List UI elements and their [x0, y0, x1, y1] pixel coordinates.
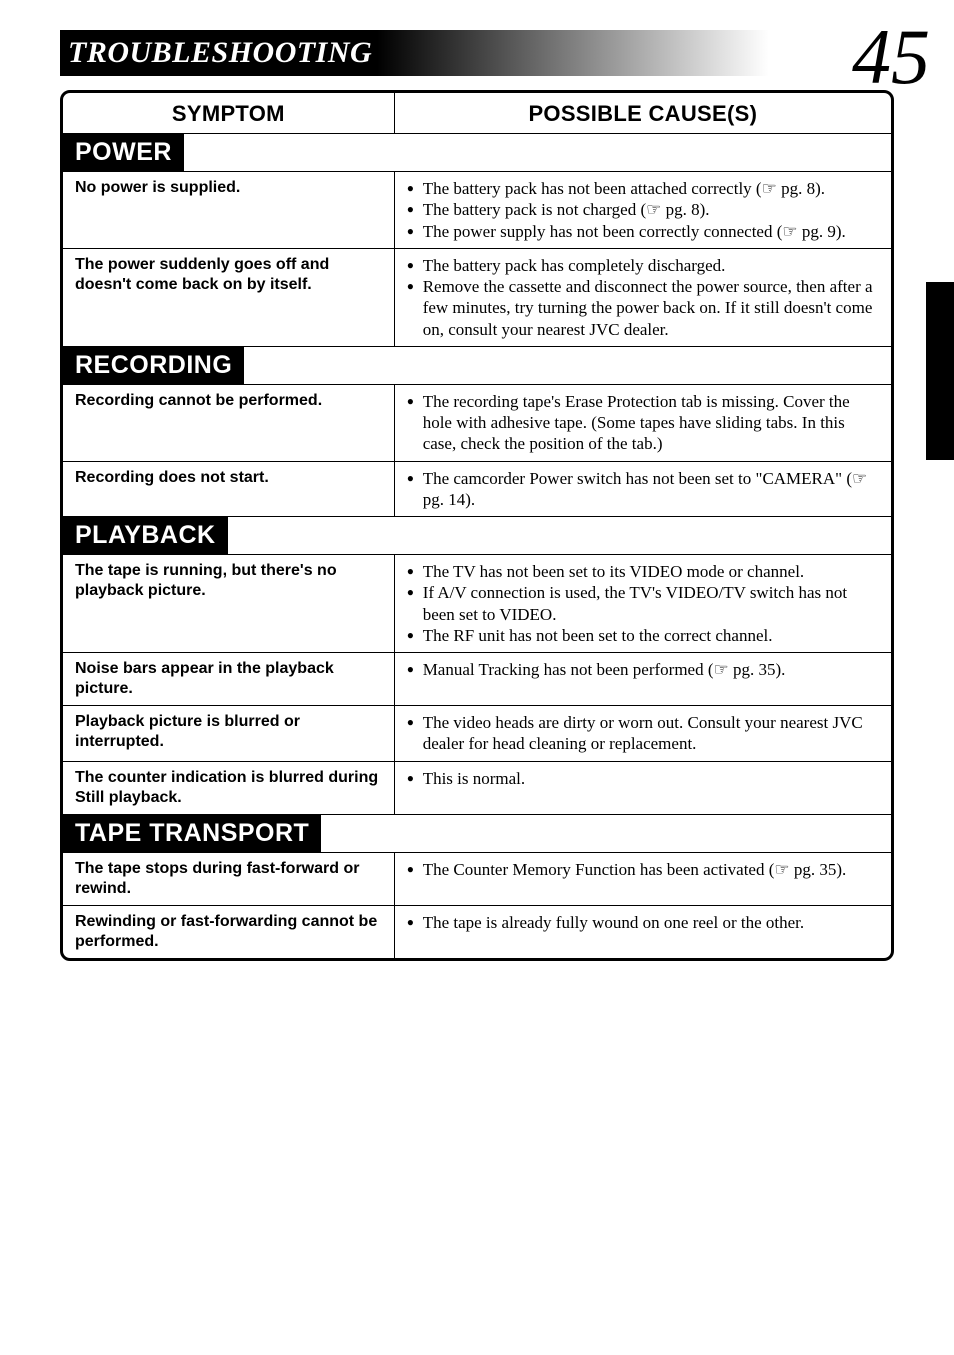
cause-list: The Counter Memory Function has been act…: [407, 859, 881, 880]
table-row: Recording does not start. The camcorder P…: [63, 461, 891, 517]
section-cell: RECORDING: [63, 346, 891, 384]
page-number: 45: [852, 12, 930, 102]
cause-list: The battery pack has not been attached c…: [407, 178, 881, 242]
cause-item: The camcorder Power switch has not been …: [407, 468, 881, 511]
section-label: PLAYBACK: [63, 517, 228, 554]
cause-cell: This is normal.: [394, 761, 891, 814]
header-cause: POSSIBLE CAUSE(S): [394, 93, 891, 134]
cause-list: The TV has not been set to its VIDEO mod…: [407, 561, 881, 646]
symptom-cell: Recording cannot be performed.: [63, 384, 394, 461]
page-container: TROUBLESHOOTING 45 SYMPTOM POSSIBLE CAUS…: [0, 0, 954, 991]
symptom-cell: The tape stops during fast-forward or re…: [63, 852, 394, 905]
cause-item: The battery pack is not charged (☞ pg. 8…: [407, 199, 881, 220]
cause-item: The Counter Memory Function has been act…: [407, 859, 881, 880]
table-row: The power suddenly goes off and doesn't …: [63, 248, 891, 346]
side-tab: [926, 282, 954, 460]
table-row: Recording cannot be performed.The record…: [63, 384, 891, 461]
section-row: RECORDING: [63, 346, 891, 384]
troubleshooting-table: SYMPTOM POSSIBLE CAUSE(S) POWERNo power …: [63, 93, 891, 958]
cause-item: The tape is already fully wound on one r…: [407, 912, 881, 933]
table-row: Playback picture is blurred or interrupt…: [63, 706, 891, 762]
cause-cell: The Counter Memory Function has been act…: [394, 852, 891, 905]
cause-cell: The TV has not been set to its VIDEO mod…: [394, 555, 891, 653]
cause-list: The recording tape's Erase Protection ta…: [407, 391, 881, 455]
cause-list: The battery pack has completely discharg…: [407, 255, 881, 340]
section-label: POWER: [63, 134, 184, 171]
symptom-cell: The counter indication is blurred during…: [63, 761, 394, 814]
cause-list: The camcorder Power switch has not been …: [407, 468, 881, 511]
cause-item: Manual Tracking has not been performed (…: [407, 659, 881, 680]
cause-cell: Manual Tracking has not been performed (…: [394, 653, 891, 706]
table-row: No power is supplied. The battery pack ha…: [63, 172, 891, 249]
cause-item: The power supply has not been correctly …: [407, 221, 881, 242]
symptom-cell: Playback picture is blurred or interrupt…: [63, 706, 394, 762]
section-cell: TAPE TRANSPORT: [63, 814, 891, 852]
header-symptom: SYMPTOM: [63, 93, 394, 134]
table-body: POWERNo power is supplied. The battery pa…: [63, 134, 891, 958]
table-row: The tape stops during fast-forward or re…: [63, 852, 891, 905]
cause-item: The recording tape's Erase Protection ta…: [407, 391, 881, 455]
section-cell: PLAYBACK: [63, 517, 891, 555]
cause-cell: The battery pack has not been attached c…: [394, 172, 891, 249]
symptom-cell: The tape is running, but there's no play…: [63, 555, 394, 653]
section-row: POWER: [63, 134, 891, 172]
cause-cell: The battery pack has completely discharg…: [394, 248, 891, 346]
symptom-cell: The power suddenly goes off and doesn't …: [63, 248, 394, 346]
cause-cell: The video heads are dirty or worn out. C…: [394, 706, 891, 762]
cause-list: Manual Tracking has not been performed (…: [407, 659, 881, 680]
cause-item: If A/V connection is used, the TV's VIDE…: [407, 582, 881, 625]
cause-item: The battery pack has completely discharg…: [407, 255, 881, 276]
cause-item: Remove the cassette and disconnect the p…: [407, 276, 881, 340]
cause-cell: The recording tape's Erase Protection ta…: [394, 384, 891, 461]
cause-item: This is normal.: [407, 768, 881, 789]
cause-list: The tape is already fully wound on one r…: [407, 912, 881, 933]
table-row: The tape is running, but there's no play…: [63, 555, 891, 653]
symptom-cell: No power is supplied.: [63, 172, 394, 249]
symptom-cell: Noise bars appear in the playback pictur…: [63, 653, 394, 706]
table-row: Rewinding or fast-forwarding cannot be p…: [63, 905, 891, 958]
cause-cell: The camcorder Power switch has not been …: [394, 461, 891, 517]
cause-item: The battery pack has not been attached c…: [407, 178, 881, 199]
cause-cell: The tape is already fully wound on one r…: [394, 905, 891, 958]
symptom-cell: Recording does not start.: [63, 461, 394, 517]
section-row: TAPE TRANSPORT: [63, 814, 891, 852]
table-row: Noise bars appear in the playback pictur…: [63, 653, 891, 706]
page-title: TROUBLESHOOTING: [68, 36, 372, 70]
section-label: TAPE TRANSPORT: [63, 815, 321, 852]
cause-item: The RF unit has not been set to the corr…: [407, 625, 881, 646]
table-row: The counter indication is blurred during…: [63, 761, 891, 814]
cause-list: The video heads are dirty or worn out. C…: [407, 712, 881, 755]
header-row: SYMPTOM POSSIBLE CAUSE(S): [63, 93, 891, 134]
troubleshooting-table-wrap: SYMPTOM POSSIBLE CAUSE(S) POWERNo power …: [60, 90, 894, 961]
cause-item: The TV has not been set to its VIDEO mod…: [407, 561, 881, 582]
symptom-cell: Rewinding or fast-forwarding cannot be p…: [63, 905, 394, 958]
section-row: PLAYBACK: [63, 517, 891, 555]
section-label: RECORDING: [63, 347, 244, 384]
title-bar: TROUBLESHOOTING 45: [60, 30, 894, 76]
section-cell: POWER: [63, 134, 891, 172]
cause-list: This is normal.: [407, 768, 881, 789]
cause-item: The video heads are dirty or worn out. C…: [407, 712, 881, 755]
